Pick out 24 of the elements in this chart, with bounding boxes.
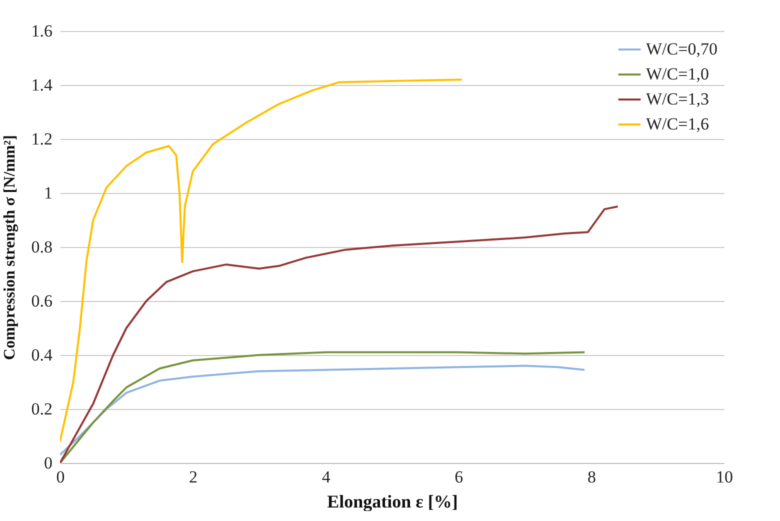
legend-label: W/C=0,70 <box>646 40 718 58</box>
x-tick-label: 2 <box>189 468 198 486</box>
x-tick-label: 10 <box>716 468 733 486</box>
y-tick-label: 1.4 <box>31 76 53 94</box>
y-tick-label: 0.2 <box>31 400 52 418</box>
y-axis-title: Compression strength σ [N/mm²] <box>1 135 18 360</box>
x-tick-label: 4 <box>322 468 331 486</box>
legend-label: W/C=1,6 <box>646 114 709 134</box>
y-tick-label: 0.6 <box>31 292 52 310</box>
x-tick-label: 6 <box>454 468 464 486</box>
line-series <box>60 78 463 442</box>
line-series <box>60 206 619 463</box>
y-tick-label: 1.6 <box>31 22 52 40</box>
y-tick-label: 1 <box>44 184 52 202</box>
y-tick-label: 0 <box>44 454 52 472</box>
line-series <box>60 351 586 463</box>
y-tick-label: 0.8 <box>31 238 52 256</box>
x-tick-label: 8 <box>587 468 596 486</box>
legend-label: W/C=1,3 <box>646 90 709 108</box>
y-tick-label: 0.4 <box>31 346 53 364</box>
legend-label: W/C=1,0 <box>646 64 709 84</box>
x-tick-label: 0 <box>56 468 65 486</box>
line-series <box>60 364 586 456</box>
y-tick-label: 1.2 <box>31 130 52 148</box>
